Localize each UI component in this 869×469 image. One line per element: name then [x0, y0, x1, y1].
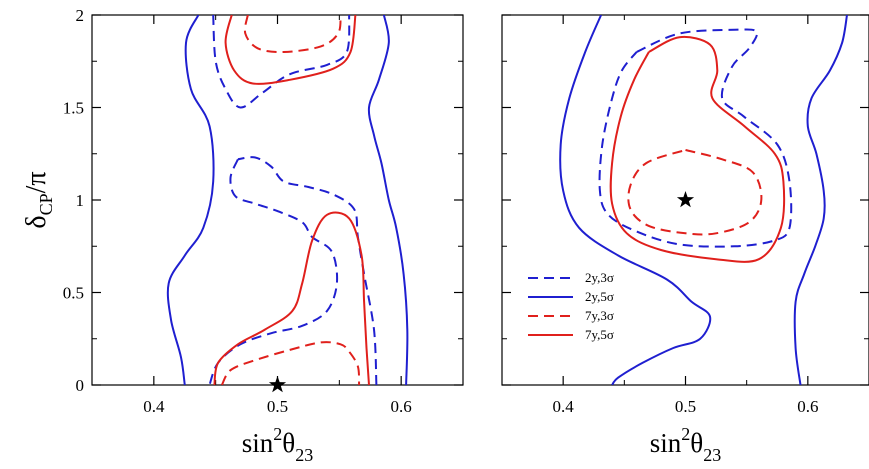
contour-2y5s — [367, 15, 409, 385]
x-tick-label: 0.6 — [391, 397, 412, 416]
legend-label-7y3s: 7y,3σ — [585, 308, 614, 323]
contour-7y5s — [213, 211, 370, 385]
panel-left: 0.4 0.5 0.6 0 0.5 1 1.5 2 sin2θ23 δCP/π — [21, 6, 464, 465]
y-tick-label: 2 — [76, 6, 85, 25]
contours — [166, 15, 409, 385]
true-point-star — [676, 191, 695, 208]
y-tick-label: 0 — [76, 376, 85, 395]
contour-7y5s — [609, 35, 786, 263]
y-tick-label: 0.5 — [63, 284, 84, 303]
y-axis-title: δCP/π — [21, 171, 56, 228]
contour-7y3s — [243, 15, 342, 54]
contour-2y5s — [166, 15, 215, 385]
x-tick-label: 0.6 — [797, 397, 818, 416]
x-tick-label: 0.4 — [143, 397, 165, 416]
y-tick-label: 1.5 — [63, 99, 84, 118]
x-tick-label: 0.5 — [267, 397, 288, 416]
legend-label-2y3s: 2y,3σ — [585, 270, 614, 285]
contour-7y3s — [220, 341, 361, 385]
contour-2y5s — [559, 15, 712, 385]
legend-label-2y5s: 2y,5σ — [585, 289, 614, 304]
contour-7y5s — [224, 15, 357, 85]
legend: 2y,3σ 2y,5σ 7y,3σ 7y,5σ — [528, 270, 614, 342]
contour-2y3s — [212, 15, 351, 109]
contour-2y3s — [237, 156, 378, 385]
x-axis-title: sin2θ23 — [242, 424, 313, 465]
true-point-star — [268, 376, 287, 393]
contour-7y3s — [627, 149, 763, 236]
panel-right: 0.4 0.5 0.6 sin2θ23 2y,3σ 2y,5σ 7y,3σ 7y,5σ — [501, 14, 869, 465]
y-tick-label: 1 — [76, 191, 85, 210]
contour-2y3s — [598, 28, 793, 248]
x-tick-label: 0.5 — [675, 397, 696, 416]
x-tick-label: 0.4 — [553, 397, 575, 416]
x-axis-title: sin2θ23 — [650, 424, 721, 465]
contours — [559, 15, 848, 385]
legend-label-7y5s: 7y,5σ — [585, 327, 614, 342]
contour-2y5s — [793, 15, 848, 385]
